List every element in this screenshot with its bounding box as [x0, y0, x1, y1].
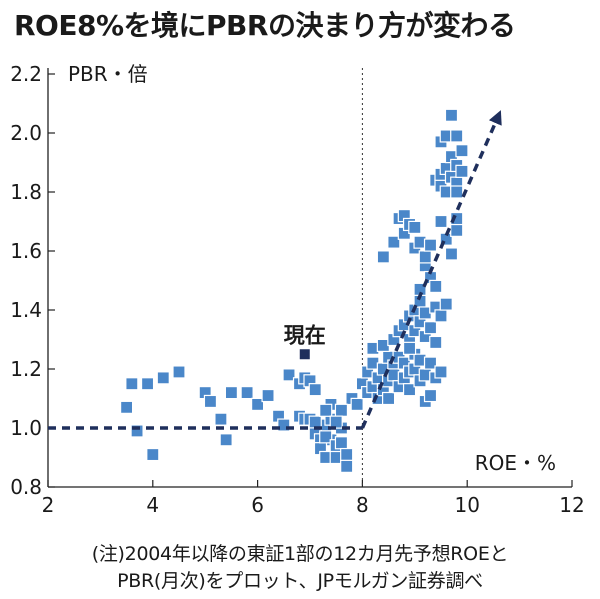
data-point	[450, 185, 464, 199]
data-point	[334, 436, 349, 450]
x-tick-label: 10	[454, 493, 479, 517]
data-point	[423, 356, 438, 370]
data-point	[125, 377, 139, 391]
chart-title: ROE8%を境にPBRの決まり方が変わる	[14, 9, 516, 42]
y-tick-label: 1.0	[10, 416, 42, 440]
data-point	[334, 403, 349, 417]
x-tick-label: 4	[146, 493, 159, 517]
x-tick-label: 2	[42, 493, 55, 517]
data-point	[382, 391, 396, 406]
data-point	[408, 220, 422, 234]
data-point	[172, 365, 186, 379]
data-point	[219, 433, 233, 447]
y-tick-label: 1.4	[10, 298, 42, 322]
data-point	[418, 250, 432, 264]
data-point	[240, 386, 254, 400]
data-point	[402, 383, 417, 397]
data-points	[119, 108, 469, 473]
data-point	[319, 403, 333, 417]
data-point	[434, 309, 448, 323]
y-tick-label: 1.8	[10, 180, 42, 204]
data-point	[423, 238, 438, 252]
data-point	[308, 383, 322, 397]
data-point	[251, 397, 265, 411]
data-point	[434, 365, 448, 379]
x-tick-label: 8	[356, 493, 369, 517]
data-point	[455, 164, 469, 178]
data-point	[203, 394, 218, 409]
scatter-chart: 0.8 1.0 1.2 1.4 1.6 1.8 2.0 2.2 2 4 6 8 10 12 PBR・倍 ROE…	[10, 62, 585, 517]
y-tick-label: 1.6	[10, 239, 42, 263]
footnote-line-2: PBR(月次)をプロット、JPモルガン証券調べ	[117, 570, 483, 592]
y-tick-label: 1.2	[10, 357, 42, 381]
data-point	[282, 368, 296, 382]
x-tick-label: 6	[251, 493, 264, 517]
data-point	[444, 247, 459, 261]
data-point	[402, 341, 417, 355]
data-point	[450, 129, 464, 143]
current-point-marker	[299, 349, 310, 360]
data-point	[319, 430, 333, 444]
data-point	[429, 279, 443, 293]
current-label: 現在	[284, 323, 326, 347]
data-point	[340, 447, 354, 462]
data-point	[350, 397, 364, 411]
y-tick-label: 2.2	[10, 62, 42, 86]
y-tick-label: 2.0	[10, 121, 42, 145]
data-point	[340, 459, 354, 473]
data-point	[387, 235, 401, 249]
rising-trend-arrow	[360, 110, 502, 429]
data-point	[376, 250, 390, 264]
data-point	[146, 447, 160, 462]
data-point	[439, 297, 453, 311]
footnote-line-1: (注)2004年以降の東証1部の12カ月先予想ROEと	[91, 543, 509, 565]
x-tick-label: 12	[559, 493, 584, 517]
data-point	[119, 400, 134, 414]
axis-labels: 0.8 1.0 1.2 1.4 1.6 1.8 2.0 2.2 2 4 6 8 10 12 PBR・倍 ROE…	[10, 62, 585, 517]
data-point	[140, 377, 155, 391]
data-point	[423, 388, 438, 403]
data-point	[450, 223, 464, 237]
y-tick-label: 0.8	[10, 475, 42, 499]
y-axis-title: PBR・倍	[68, 62, 148, 86]
data-point	[224, 386, 238, 400]
data-point	[261, 388, 275, 403]
x-axis-title: ROE・%	[475, 451, 556, 475]
data-point	[329, 415, 343, 429]
data-point	[214, 412, 228, 426]
trend-lines	[48, 110, 502, 430]
axis-frame	[47, 68, 573, 488]
data-point	[429, 335, 443, 350]
data-point	[444, 108, 459, 122]
data-point	[455, 144, 469, 158]
data-point	[434, 214, 448, 229]
data-point	[156, 371, 170, 385]
data-point	[423, 321, 438, 335]
